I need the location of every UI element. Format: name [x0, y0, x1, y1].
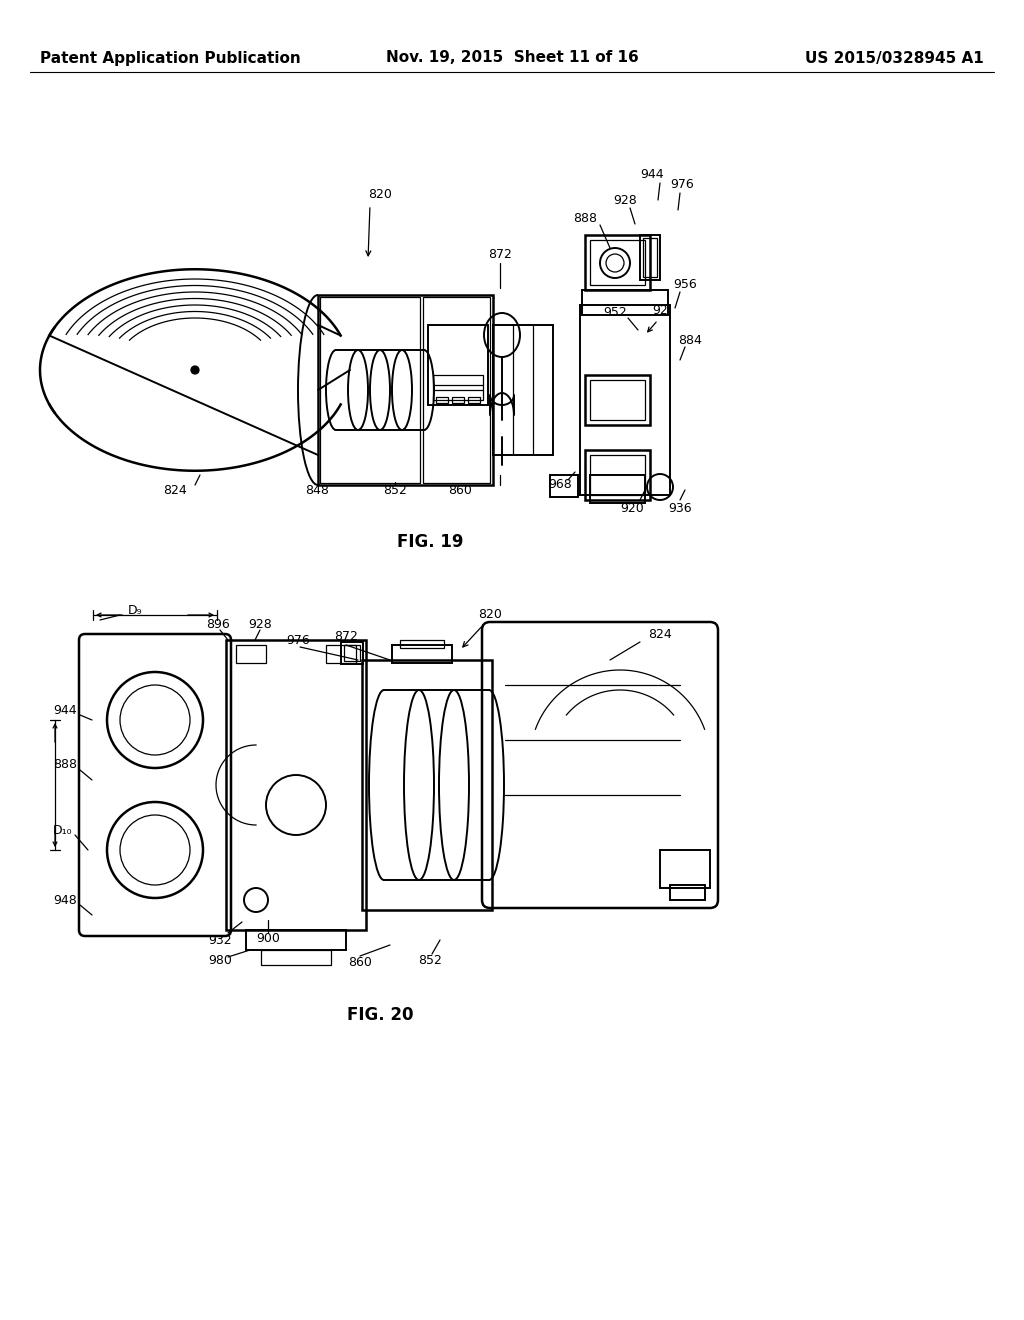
- Text: FIG. 20: FIG. 20: [347, 1006, 414, 1024]
- Text: 976: 976: [670, 178, 694, 191]
- Text: 888: 888: [573, 211, 597, 224]
- Text: 820: 820: [478, 609, 502, 622]
- Text: 860: 860: [449, 483, 472, 496]
- Text: 928: 928: [613, 194, 637, 206]
- Bar: [660, 850, 710, 888]
- Bar: [400, 640, 444, 648]
- Text: Nov. 19, 2015  Sheet 11 of 16: Nov. 19, 2015 Sheet 11 of 16: [386, 50, 638, 66]
- Text: 848: 848: [305, 483, 329, 496]
- Text: 872: 872: [488, 248, 512, 261]
- Bar: [236, 645, 266, 663]
- Bar: [493, 325, 553, 455]
- Text: 920: 920: [621, 502, 644, 515]
- Text: 872: 872: [334, 631, 358, 644]
- Bar: [452, 397, 464, 403]
- Bar: [468, 397, 480, 403]
- Bar: [585, 450, 650, 500]
- Text: 860: 860: [348, 956, 372, 969]
- Bar: [436, 397, 449, 403]
- Text: 944: 944: [53, 704, 77, 717]
- Bar: [550, 475, 578, 498]
- Bar: [580, 305, 670, 495]
- Bar: [428, 325, 488, 405]
- Text: 968: 968: [548, 479, 571, 491]
- Bar: [423, 297, 490, 483]
- Text: 956: 956: [673, 279, 697, 292]
- Bar: [582, 290, 668, 315]
- Bar: [362, 660, 492, 909]
- Text: 928: 928: [248, 618, 272, 631]
- Text: 852: 852: [418, 953, 442, 966]
- Text: 952: 952: [603, 305, 627, 318]
- Circle shape: [191, 366, 199, 374]
- Bar: [585, 375, 650, 425]
- Bar: [590, 380, 645, 420]
- Text: 852: 852: [383, 483, 407, 496]
- Text: 976: 976: [286, 634, 310, 647]
- Bar: [585, 235, 650, 290]
- Bar: [261, 950, 331, 965]
- Bar: [670, 884, 705, 900]
- Bar: [226, 640, 366, 931]
- Text: 824: 824: [648, 628, 672, 642]
- Text: 944: 944: [640, 169, 664, 181]
- Text: 824: 824: [163, 483, 186, 496]
- Bar: [326, 645, 356, 663]
- Text: 900: 900: [256, 932, 280, 945]
- Text: US 2015/0328945 A1: US 2015/0328945 A1: [805, 50, 984, 66]
- Bar: [590, 240, 645, 285]
- Bar: [392, 645, 452, 663]
- Text: 932: 932: [208, 933, 231, 946]
- Text: 884: 884: [678, 334, 701, 346]
- Text: 820: 820: [368, 189, 392, 202]
- Text: 92: 92: [652, 304, 668, 317]
- Text: D₁₀: D₁₀: [52, 824, 72, 837]
- Bar: [590, 475, 645, 503]
- Bar: [433, 375, 483, 400]
- Text: D₉: D₉: [128, 603, 142, 616]
- Text: 888: 888: [53, 759, 77, 771]
- Bar: [246, 931, 346, 950]
- Text: 896: 896: [206, 618, 229, 631]
- Text: Patent Application Publication: Patent Application Publication: [40, 50, 301, 66]
- Bar: [643, 238, 657, 277]
- Text: 948: 948: [53, 894, 77, 907]
- Bar: [640, 235, 660, 280]
- Bar: [341, 642, 362, 664]
- Bar: [344, 645, 360, 661]
- Text: 980: 980: [208, 953, 232, 966]
- Bar: [319, 297, 420, 483]
- Bar: [590, 455, 645, 495]
- Text: FIG. 19: FIG. 19: [396, 533, 463, 550]
- Text: 936: 936: [669, 502, 692, 515]
- Bar: [318, 294, 493, 484]
